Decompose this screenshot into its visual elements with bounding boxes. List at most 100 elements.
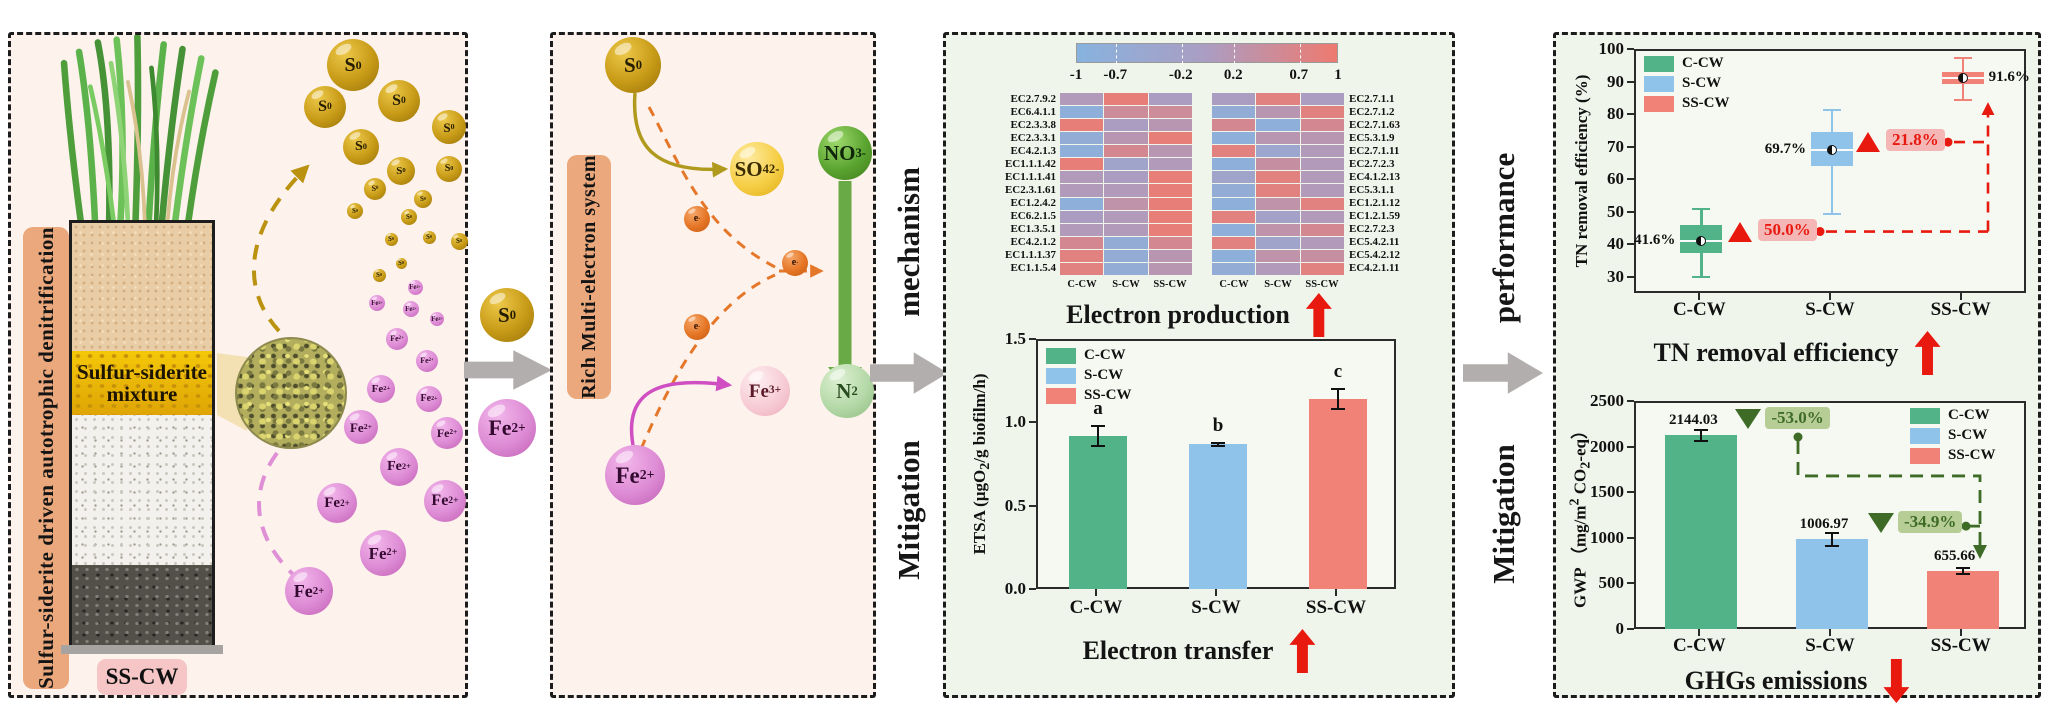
- decrease-triangle-icon: [1735, 409, 1762, 430]
- error-bar: [1331, 388, 1345, 391]
- heatmap-cell: [1148, 119, 1192, 132]
- box-whisker-cap: [1692, 207, 1711, 211]
- x-tick-mark: [1698, 293, 1701, 300]
- heatmap-row-label: EC6.2.1.5: [1010, 210, 1056, 222]
- fe2-particle: Fe 2+: [317, 483, 357, 523]
- y-tick-label: 1.5: [1004, 329, 1026, 348]
- y-tick-mark: [1627, 536, 1634, 539]
- y-tick-mark: [1627, 275, 1634, 278]
- superscript: -: [698, 324, 701, 330]
- heatmap-cell: [1300, 262, 1344, 275]
- error-bar: [1700, 429, 1703, 442]
- y-tick-mark: [1627, 491, 1634, 494]
- fe2-particle: Fe 2+: [369, 295, 385, 311]
- fe2-particle: Fe 2+: [424, 480, 466, 522]
- superscript: 2+: [416, 283, 421, 289]
- significance-letter: c: [1333, 361, 1343, 383]
- superscript: 0: [402, 166, 406, 174]
- box-value-label: 69.7%: [1764, 140, 1806, 157]
- box-whisker-line: [1831, 109, 1834, 133]
- heatmap-cell: [1212, 223, 1256, 236]
- legend-swatch: [1046, 367, 1076, 384]
- fe2-particle: Fe 2+: [360, 530, 406, 576]
- x-tick-mark: [1829, 629, 1831, 636]
- fe2-sphere: Fe 2+: [605, 445, 665, 505]
- fe2-sphere: Fe 2+: [478, 399, 536, 457]
- decrease-badge: -53.0%: [1765, 407, 1830, 430]
- sulfur-siderite-layer: Sulfur-siderite mixture: [72, 351, 212, 415]
- legend-label: SS-CW: [1948, 447, 1996, 463]
- x-tick-mark: [1215, 589, 1217, 596]
- heatmap-row-label: EC5.3.1.1: [1349, 184, 1395, 196]
- heatmap-cell: [1148, 223, 1192, 236]
- x-category-label: C-CW: [1672, 635, 1726, 656]
- grass-blades: [60, 33, 219, 227]
- sand-layer: [72, 223, 212, 351]
- mitigation-performance-label: performance Mitigation: [1463, 32, 1545, 698]
- heatmap-cell: [1256, 145, 1300, 158]
- y-tick-label: 500: [1598, 573, 1625, 593]
- legend-item: C-CW: [1910, 407, 1996, 424]
- superscript: 0: [450, 166, 454, 172]
- superscript: 0: [376, 185, 379, 191]
- y-tick-label: 70: [1607, 136, 1624, 156]
- heatmap-cell: [1300, 132, 1344, 145]
- heatmap-cell: [1300, 236, 1344, 249]
- increase-arrow-icon: [1289, 629, 1316, 673]
- y-tick-label: 0.0: [1004, 579, 1026, 598]
- y-tick-label: 30: [1607, 266, 1624, 286]
- heatmap-row-label: EC5.4.2.11: [1349, 236, 1400, 248]
- heatmap-cell: [1300, 119, 1344, 132]
- bar-value-label: 1006.97: [1799, 516, 1849, 533]
- bridge-word-performance: performance: [1486, 152, 1521, 324]
- x-category-label: S-CW: [1805, 299, 1855, 320]
- superscript: 0: [355, 58, 362, 72]
- fe3-sphere: Fe 3+: [740, 366, 790, 416]
- heatmap-cell: [1148, 249, 1192, 262]
- heatmap-row-label: EC1.1.1.41: [1004, 171, 1056, 183]
- superscript: 3+: [768, 384, 782, 397]
- x-category-label: SS-CW: [1930, 635, 1991, 656]
- flow-arrow-right-icon: [1463, 352, 1543, 394]
- x-category-label: C-CW: [1069, 597, 1123, 618]
- heatmap-row-label: EC2.7.1.63: [1349, 119, 1401, 131]
- heatmap-cell: [1060, 236, 1104, 249]
- sulfur-oxidation-arrow: [632, 92, 729, 178]
- heatmap-cell: [1300, 210, 1344, 223]
- x-tick-mark: [1698, 629, 1701, 636]
- panel2-side-label-box: Rich Multi-electron system: [567, 155, 611, 399]
- colorbar-tick-label: -0.2: [1168, 67, 1193, 83]
- wetland-column-illustration: Sulfur-siderite mixture: [69, 220, 215, 645]
- decrease-badge: -34.9%: [1898, 511, 1963, 534]
- y-tick-label: 0: [1615, 619, 1625, 638]
- fe2-particle: Fe 2+: [430, 312, 444, 326]
- box-mean-marker: [1957, 73, 1968, 84]
- heatmap-cell: [1060, 158, 1104, 171]
- error-bar: [1211, 441, 1225, 444]
- panel1-side-label-box: Sulfur-siderite driven autotrophic denit…: [23, 227, 69, 689]
- heatmap-column-label: S-CW: [1112, 279, 1140, 290]
- colorbar-tick-label: -1: [1069, 67, 1083, 83]
- legend-label: SS-CW: [1084, 387, 1132, 403]
- x-category-label: SS-CW: [1305, 597, 1367, 618]
- heatmap-row-label: EC1.1.5.4: [1010, 262, 1056, 274]
- superscript: 2+: [511, 420, 526, 436]
- heatmap-row-label: EC2.7.2.3: [1349, 223, 1395, 235]
- heatmap-cell: [1300, 223, 1344, 236]
- error-bar: [1217, 442, 1219, 446]
- legend-item: SS-CW: [1046, 387, 1132, 404]
- superscript: 0: [429, 233, 432, 239]
- bridge-word-mechanism: mechanism: [891, 167, 926, 317]
- heatmap-cell: [1104, 171, 1148, 184]
- fe2-particle: Fe 2+: [431, 417, 463, 449]
- heatmap-cell: [1104, 223, 1148, 236]
- tn-title: TN removal efficiency: [1653, 338, 1899, 367]
- heatmap-cell: [1104, 262, 1148, 275]
- heatmap-cell: [1104, 119, 1148, 132]
- colorbar-tick-line: [1181, 44, 1183, 64]
